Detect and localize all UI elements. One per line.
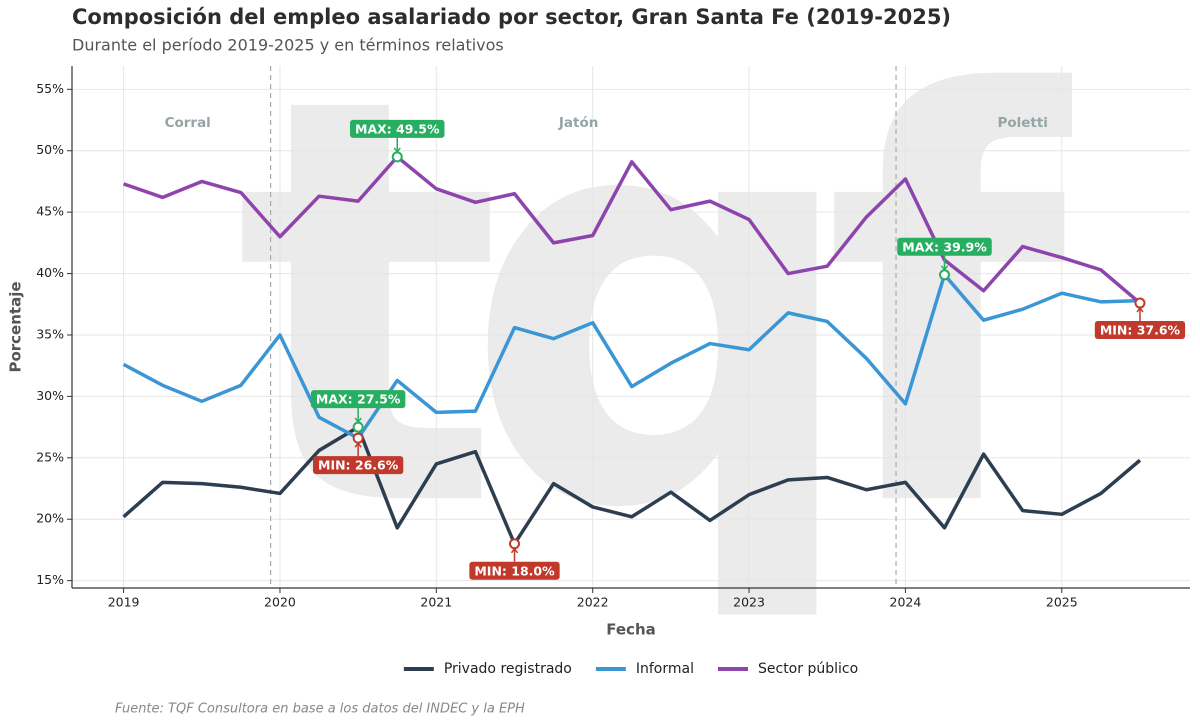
x-tick-label: 2022 — [577, 595, 609, 610]
legend-label: Privado registrado — [444, 661, 572, 677]
y-tick-label: 20% — [36, 511, 64, 526]
annotation-marker — [509, 538, 521, 550]
period-label: Jatón — [558, 115, 598, 131]
annotation-box — [469, 561, 560, 580]
x-tick-label: 2025 — [1046, 595, 1078, 610]
x-tick-label: 2019 — [108, 595, 140, 610]
y-tick-label: 25% — [36, 449, 64, 464]
annotation-box — [310, 390, 406, 409]
series-line — [123, 155, 1142, 305]
annotation-marker — [939, 269, 951, 281]
annotation-label: MIN: 37.6% — [1100, 323, 1181, 338]
annotation-label: MAX: 39.9% — [902, 239, 987, 254]
chart-title: Composición del empleo asalariado por se… — [72, 5, 951, 29]
y-tick-label: 40% — [36, 265, 64, 280]
annotation-label: MIN: 26.6% — [318, 458, 399, 473]
annotation-marker — [352, 432, 364, 444]
y-tick-label: 45% — [36, 204, 64, 219]
legend-label: Informal — [636, 661, 694, 677]
series-line — [122, 425, 1142, 546]
x-tick-label: 2023 — [733, 595, 765, 610]
x-tick-label: 2024 — [890, 595, 922, 610]
legend-label: Sector público — [758, 661, 858, 677]
x-tick-label: 2021 — [420, 595, 452, 610]
annotation-marker — [352, 421, 364, 433]
annotation-box — [897, 237, 992, 256]
chart-subtitle: Durante el período 2019-2025 y en términ… — [72, 36, 504, 55]
y-tick-label: 50% — [36, 142, 64, 157]
annotation-label: MIN: 18.0% — [474, 563, 555, 578]
annotation-box — [1094, 321, 1186, 340]
annotation-box — [313, 456, 404, 475]
y-tick-label: 15% — [36, 572, 64, 587]
period-label: Corral — [165, 115, 211, 131]
y-tick-label: 35% — [36, 326, 64, 341]
annotation-label: MAX: 27.5% — [316, 392, 401, 407]
x-tick-label: 2020 — [264, 595, 296, 610]
period-label: Poletti — [997, 115, 1048, 131]
x-axis-label: Fecha — [606, 621, 656, 639]
watermark: tqf — [235, 0, 1077, 631]
series-line — [122, 273, 1141, 440]
y-tick-label: 55% — [36, 81, 64, 96]
annotation-marker — [1134, 297, 1146, 309]
source-note: Fuente: TQF Consultora en base a los dat… — [115, 702, 525, 717]
annotation-box — [350, 119, 445, 138]
annotation-label: MAX: 49.5% — [355, 121, 440, 136]
y-axis-label: Porcentaje — [7, 281, 25, 372]
annotation-marker — [391, 151, 403, 163]
y-tick-label: 30% — [36, 388, 64, 403]
